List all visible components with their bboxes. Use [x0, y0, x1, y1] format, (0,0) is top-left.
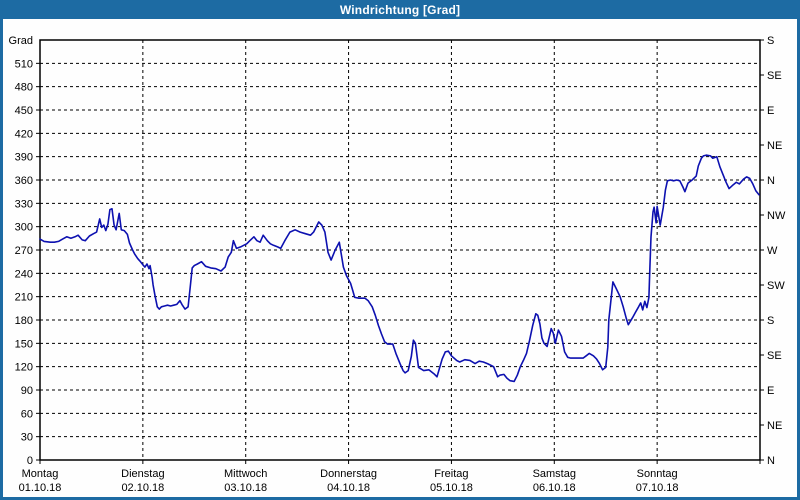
- compass-tick-label: E: [767, 385, 774, 397]
- compass-tick-label: SE: [767, 350, 782, 362]
- plot-border: [39, 39, 761, 461]
- wind-direction-line: [39, 154, 760, 383]
- y-axis-tick-label: 420: [15, 128, 33, 140]
- day-date-label: 06.10.18: [533, 482, 576, 494]
- day-name-label: Sonntag: [637, 468, 678, 480]
- compass-tick-label: E: [767, 105, 774, 117]
- window-titlebar: Windrichtung [Grad]: [0, 0, 800, 19]
- day-date-label: 03.10.18: [224, 482, 267, 494]
- compass-tick-label: S: [767, 315, 774, 327]
- y-axis-tick-label: 180: [15, 315, 33, 327]
- day-date-label: 07.10.18: [636, 482, 679, 494]
- y-axis-tick-label: 510: [15, 58, 33, 70]
- y-axis-tick-label: 150: [15, 338, 33, 350]
- y-axis-tick-label: 330: [15, 198, 33, 210]
- y-axis-tick-label: 60: [21, 408, 33, 420]
- y-axis-tick-label: 360: [15, 175, 33, 187]
- day-date-label: 04.10.18: [327, 482, 370, 494]
- wind-direction-chart: 0 30 60 90 120 150 180 210 240 270 300 330 360 390 420…: [9, 35, 786, 494]
- compass-tick-label: SW: [767, 280, 785, 292]
- y-axis-tick-label: 90: [21, 385, 33, 397]
- y-axis-tick-label: 450: [15, 105, 33, 117]
- y-axis-tick-label: 30: [21, 432, 33, 444]
- compass-tick-label: SE: [767, 70, 782, 82]
- chart-area: 0 30 60 90 120 150 180 210 240 270 300 330 360 390 420…: [3, 19, 797, 497]
- day-date-label: 01.10.18: [19, 482, 62, 494]
- y-axis-tick-label: 270: [15, 245, 33, 257]
- compass-tick-label: NE: [767, 420, 782, 432]
- y-axis-tick-label: 210: [15, 292, 33, 304]
- y-axis-tick-label: 390: [15, 152, 33, 164]
- window-title: Windrichtung [Grad]: [339, 2, 461, 17]
- y-axis-tick-label: 240: [15, 268, 33, 280]
- y-axis-unit-label: Grad: [9, 35, 33, 47]
- day-date-label: 05.10.18: [430, 482, 473, 494]
- day-name-label: Dienstag: [121, 468, 164, 480]
- day-name-label: Samstag: [533, 468, 576, 480]
- day-name-label: Freitag: [434, 468, 468, 480]
- y-axis-tick-label: 300: [15, 222, 33, 234]
- compass-tick-label: N: [767, 175, 775, 187]
- day-name-label: Montag: [22, 468, 59, 480]
- compass-tick-label: NW: [767, 210, 786, 222]
- compass-tick-label: S: [767, 35, 774, 47]
- compass-tick-label: N: [767, 455, 775, 467]
- day-name-label: Donnerstag: [320, 468, 377, 480]
- y-axis-tick-label: 480: [15, 82, 33, 94]
- y-axis-tick-label: 0: [27, 455, 33, 467]
- compass-tick-label: NE: [767, 140, 782, 152]
- day-date-label: 02.10.18: [121, 482, 164, 494]
- day-name-label: Mittwoch: [224, 468, 267, 480]
- y-axis-tick-label: 120: [15, 362, 33, 374]
- compass-tick-label: W: [767, 245, 778, 257]
